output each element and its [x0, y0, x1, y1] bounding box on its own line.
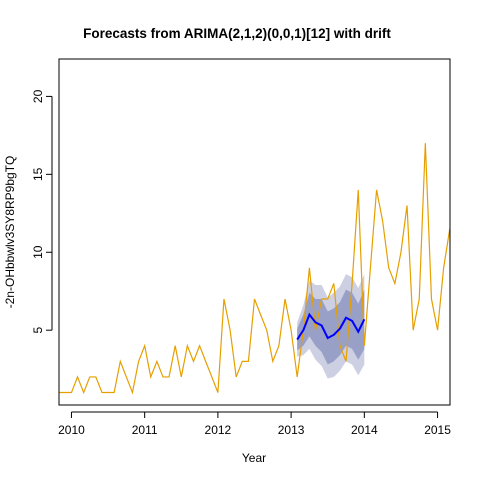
- y-tick-label: 20: [31, 89, 45, 103]
- x-tick-label: 2012: [205, 423, 232, 437]
- x-tick-label: 2013: [278, 423, 305, 437]
- chart-title: Forecasts from ARIMA(2,1,2)(0,0,1)[12] w…: [83, 26, 391, 41]
- x-tick-label: 2015: [424, 423, 451, 437]
- plot-frame: [58, 58, 451, 406]
- observed-series-line: [59, 143, 451, 395]
- data-lines: [59, 143, 451, 395]
- x-axis-label: Year: [242, 451, 266, 465]
- y-tick-label: 10: [31, 245, 45, 259]
- x-tick-label: 2010: [58, 423, 85, 437]
- y-tick-label: 15: [31, 167, 45, 181]
- y-tick-label: 5: [31, 327, 45, 334]
- forecast-series-line: [296, 312, 366, 341]
- y-axis-label: -2n-OHbbwlv3SY8RP9bgTQ: [3, 156, 17, 309]
- y-axis: 5 10 15 20: [31, 89, 53, 334]
- x-tick-label: 2014: [351, 423, 378, 437]
- x-axis: 2010 2011 2012 2013 2014 2015: [58, 411, 451, 437]
- x-tick-label: 2011: [132, 423, 158, 437]
